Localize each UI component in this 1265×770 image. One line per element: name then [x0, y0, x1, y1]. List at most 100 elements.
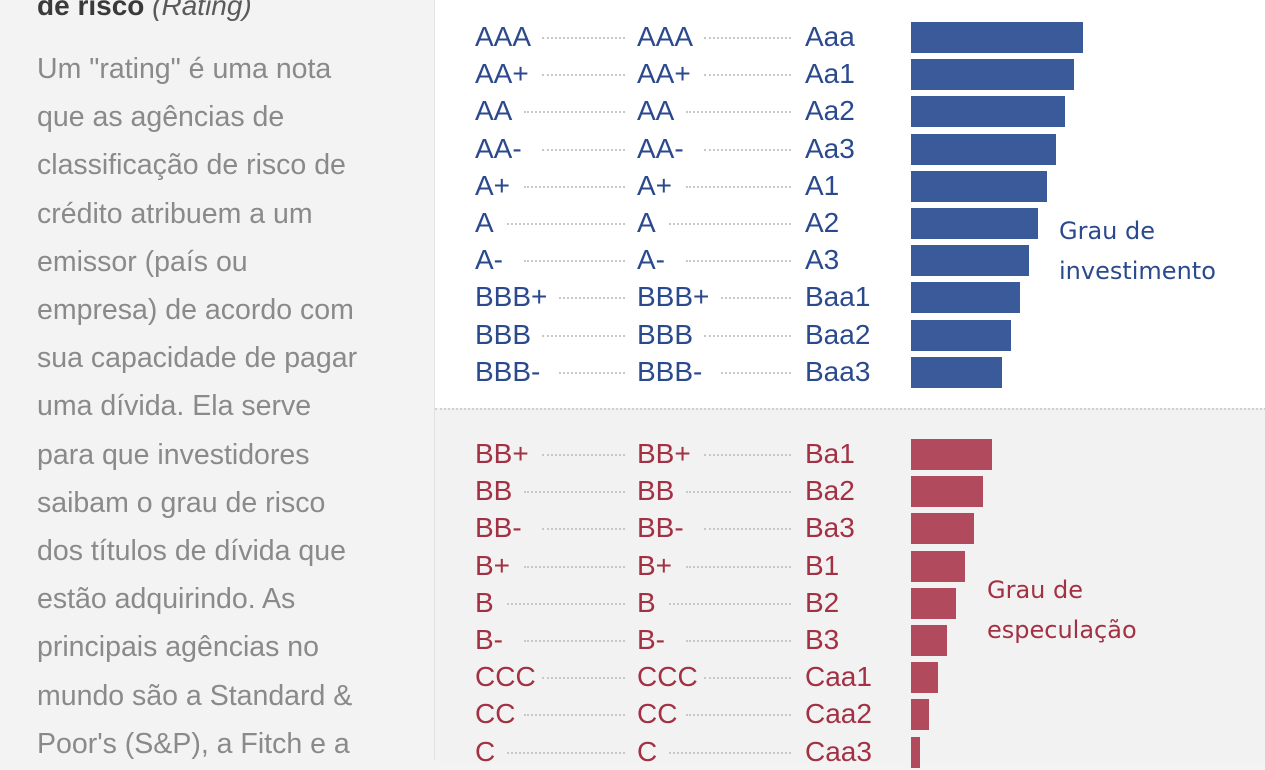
- dotted-leader: [524, 111, 625, 114]
- moody-rating: B2: [805, 586, 840, 618]
- rating-row: AA AA Aa2: [435, 93, 1265, 129]
- description-text: Um "rating" é uma nota que as agências de…: [37, 45, 422, 768]
- rating-row: A- A- A3: [435, 242, 1265, 278]
- section-heading: de risco (Rating): [37, 0, 252, 24]
- heading-bold: de risco: [37, 0, 145, 21]
- moody-rating: Ba2: [805, 475, 855, 507]
- dotted-leader: [541, 528, 625, 531]
- fitch-rating: BBB-: [637, 355, 703, 387]
- rating-row: B B B2: [435, 585, 1265, 621]
- fitch-rating: A+: [637, 169, 673, 201]
- dotted-leader: [686, 640, 791, 642]
- rating-bar: [911, 625, 947, 656]
- moody-rating: Baa3: [805, 355, 871, 387]
- fitch-rating: BBB+: [637, 281, 710, 313]
- dotted-leader: [721, 371, 791, 374]
- sp-rating: BBB+: [475, 281, 548, 313]
- description-line: emissor (país ou: [37, 245, 248, 278]
- dotted-leader: [686, 185, 791, 188]
- dotted-leader: [541, 454, 625, 456]
- dotted-leader: [686, 260, 791, 263]
- sp-rating: AA: [475, 95, 513, 127]
- rating-row: BBB+ BBB+ Baa1: [435, 279, 1265, 315]
- sp-rating: BB: [475, 475, 513, 507]
- investment-label-line: Grau de: [1059, 217, 1156, 245]
- fitch-rating: BB-: [637, 512, 684, 544]
- fitch-rating: B-: [637, 624, 665, 655]
- rating-row: CCC CCC Caa1: [435, 659, 1265, 695]
- rating-row: AAA AAA Aaa: [435, 19, 1265, 55]
- sp-rating: C: [475, 735, 496, 767]
- dotted-leader: [703, 677, 791, 680]
- dotted-leader: [559, 297, 625, 300]
- sp-rating: AA+: [475, 58, 529, 90]
- dotted-leader: [668, 602, 791, 605]
- moody-rating: B1: [805, 549, 840, 581]
- dotted-leader: [524, 491, 625, 494]
- rating-bar: [911, 550, 965, 582]
- dotted-leader: [703, 454, 791, 456]
- description-line: crédito atribuem a um: [37, 197, 313, 230]
- rating-bar: [911, 170, 1047, 202]
- dotted-leader: [524, 565, 625, 568]
- fitch-rating: CC: [637, 698, 678, 730]
- investment-grade-label: Grau de investimento: [1059, 211, 1216, 291]
- dotted-leader: [703, 74, 791, 77]
- rating-row: BB- BB- Ba3: [435, 510, 1265, 546]
- rating-bar: [911, 22, 1083, 53]
- speculative-grade-label: Grau de especulação: [987, 570, 1137, 650]
- moody-rating: Ba3: [805, 512, 855, 544]
- sp-rating: AAA: [475, 21, 532, 52]
- fitch-rating: AAA: [637, 21, 694, 52]
- dotted-leader: [686, 714, 791, 717]
- dotted-leader: [524, 640, 625, 642]
- dotted-leader: [721, 297, 791, 300]
- description-line: principais agências no: [37, 631, 320, 664]
- rating-row: BBB BBB Baa2: [435, 317, 1265, 353]
- dotted-leader: [541, 148, 625, 151]
- rating-row: AA+ AA+ Aa1: [435, 56, 1265, 92]
- fitch-rating: B+: [637, 549, 673, 581]
- dotted-leader: [541, 334, 625, 337]
- sp-rating: A: [475, 207, 494, 238]
- moody-rating: B3: [805, 624, 840, 655]
- moody-rating: Aaa: [805, 21, 855, 52]
- fitch-rating: B: [637, 586, 656, 618]
- description-line: que as agências de: [37, 101, 285, 134]
- description-line: Um "rating" é uma nota: [37, 53, 332, 85]
- dotted-leader: [506, 223, 625, 225]
- rating-bar: [911, 208, 1038, 239]
- moody-rating: Caa3: [805, 735, 872, 767]
- rating-bar: [911, 245, 1029, 277]
- moody-rating: Aa1: [805, 58, 855, 90]
- moody-rating: A2: [805, 207, 840, 238]
- rating-bar: [911, 662, 938, 694]
- dotted-leader: [703, 334, 791, 337]
- rating-row: CC CC Caa2: [435, 696, 1265, 732]
- moody-rating: Caa2: [805, 698, 872, 730]
- description-line: dos títulos de dívida que: [37, 535, 346, 568]
- rating-bar: [911, 133, 1056, 165]
- rating-row: A+ A+ A1: [435, 168, 1265, 204]
- rating-row: BB BB Ba2: [435, 473, 1265, 509]
- rating-row: BB+ BB+ Ba1: [435, 436, 1265, 472]
- fitch-rating: BB+: [637, 438, 691, 469]
- description-line: empresa) de acordo com: [37, 294, 354, 327]
- rating-bar: [911, 96, 1065, 128]
- rating-bar: [911, 699, 929, 731]
- sp-rating: B: [475, 586, 494, 618]
- dotted-leader: [703, 148, 791, 151]
- rating-bar: [911, 356, 1002, 388]
- speculation-label-line: Grau de: [987, 576, 1084, 604]
- dotted-leader: [506, 751, 625, 754]
- fitch-rating: A-: [637, 244, 665, 276]
- dotted-leader: [686, 111, 791, 114]
- fitch-rating: A: [637, 207, 656, 238]
- rating-bar: [911, 59, 1074, 91]
- dotted-leader: [506, 602, 625, 605]
- investment-label-line: investimento: [1059, 257, 1216, 285]
- rating-row: C C Caa3: [435, 734, 1265, 770]
- dotted-leader: [524, 185, 625, 188]
- sp-rating: CCC: [475, 661, 536, 693]
- fitch-rating: AA: [637, 95, 675, 127]
